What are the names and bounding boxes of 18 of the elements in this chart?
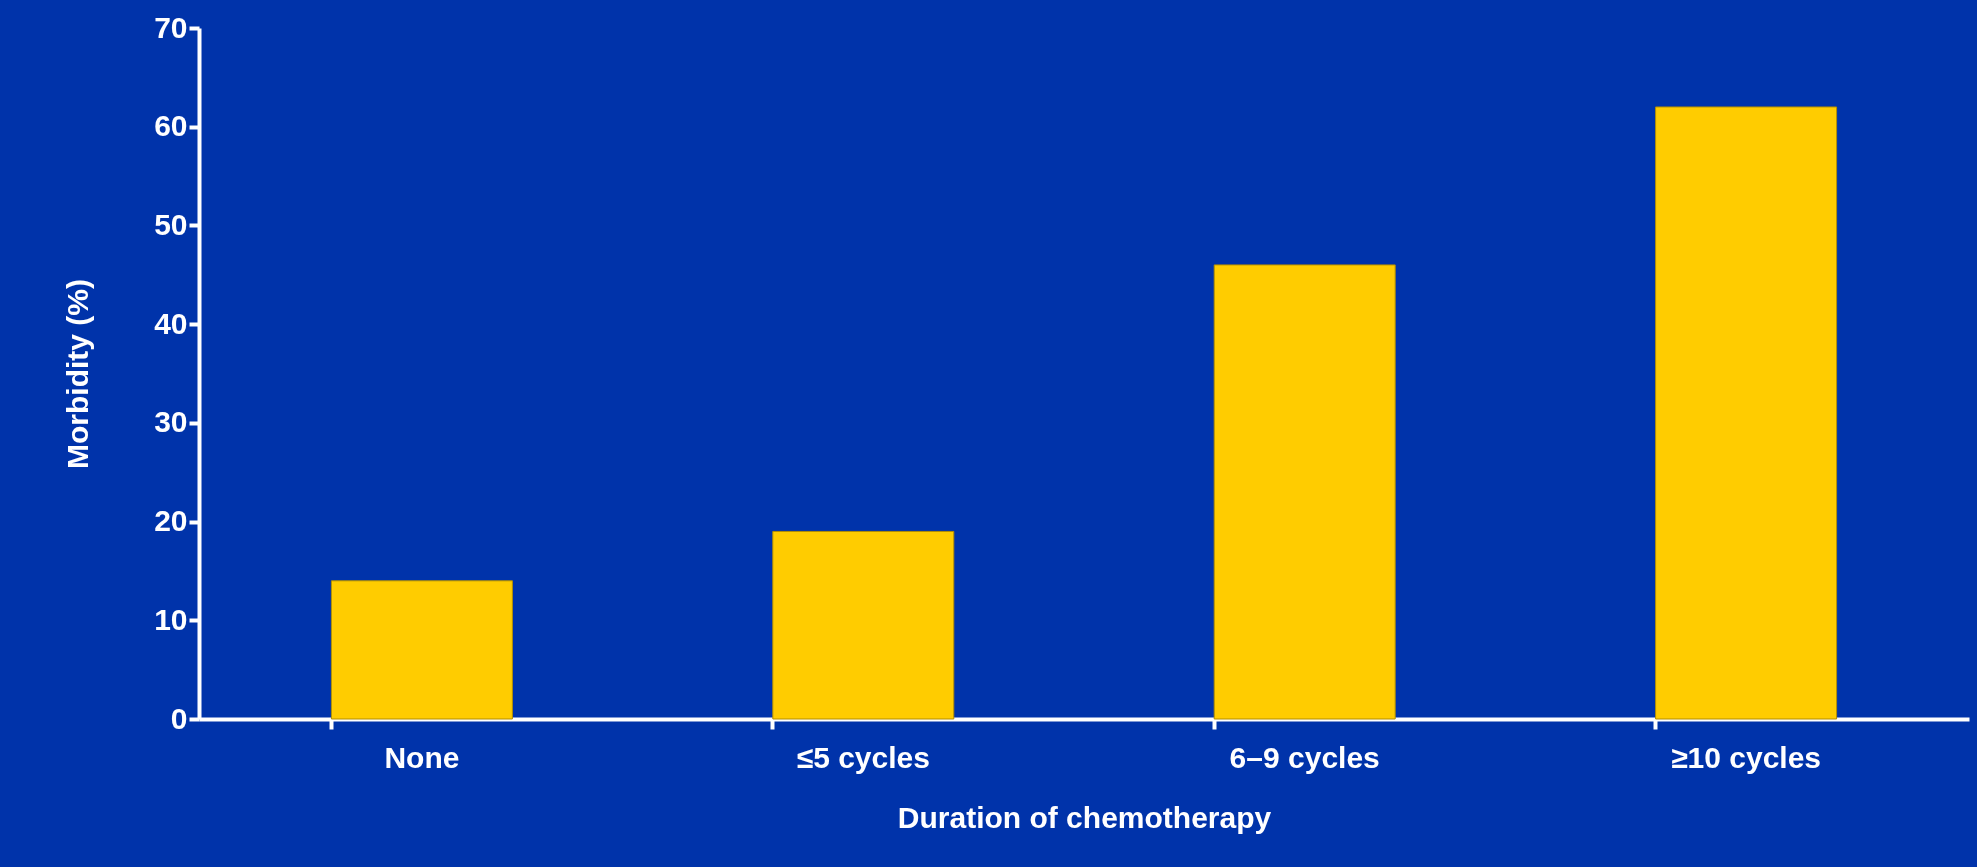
x-tick-label: ≥10 cycles (1671, 740, 1822, 774)
bar (330, 580, 513, 720)
x-tick-label: ≤5 cycles (796, 740, 930, 774)
y-tick-label: 30 (154, 405, 188, 439)
bar (1655, 106, 1838, 720)
y-axis-title: Morbidity (%) (61, 279, 95, 469)
y-tick-label: 10 (154, 602, 188, 636)
x-axis-title: Duration of chemotherapy (897, 800, 1272, 834)
y-tick-label: 0 (170, 701, 188, 735)
y-tick-label: 50 (154, 207, 188, 241)
x-tick-label: None (384, 740, 460, 774)
y-tick-label: 70 (154, 10, 188, 44)
bar (1213, 264, 1396, 720)
y-tick-label: 60 (154, 109, 188, 143)
x-tick-label: 6–9 cycles (1229, 740, 1380, 774)
bar (772, 530, 955, 720)
y-tick-label: 40 (154, 306, 188, 340)
y-tick-label: 20 (154, 504, 188, 538)
